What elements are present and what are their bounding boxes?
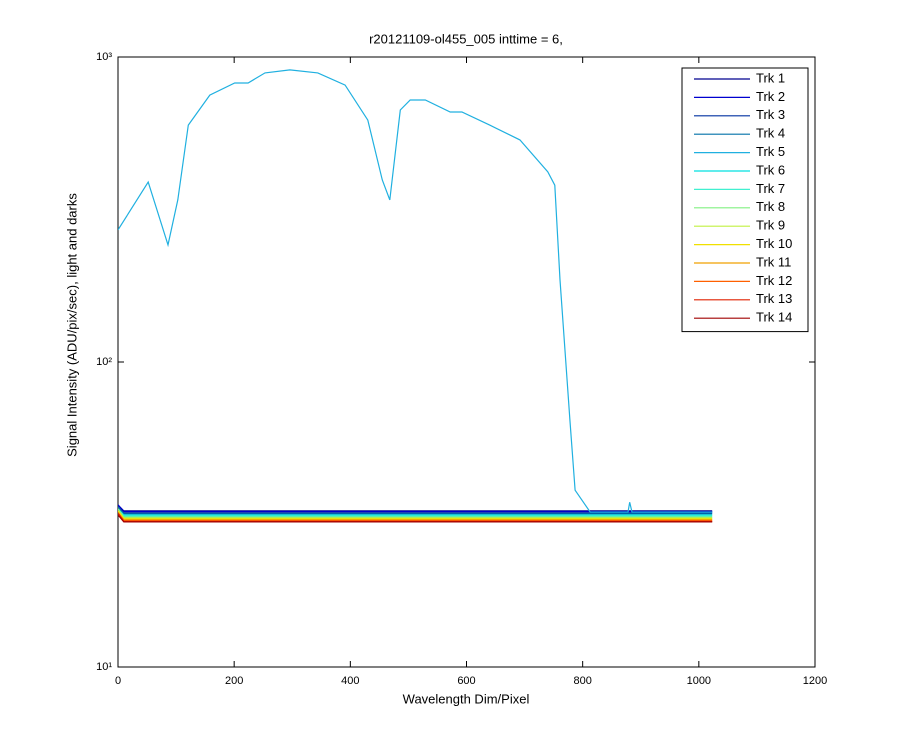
legend-label: Trk 5 — [756, 144, 785, 159]
x-tick-label: 1200 — [803, 675, 827, 687]
x-tick-label: 600 — [457, 675, 475, 687]
legend-label: Trk 11 — [756, 254, 791, 269]
y-tick-label: 10¹ — [96, 661, 112, 673]
series-line — [118, 514, 713, 523]
x-tick-label: 400 — [341, 675, 359, 687]
legend-box — [681, 67, 809, 333]
legend-label: Trk 3 — [756, 107, 785, 122]
series-line — [118, 504, 713, 513]
x-axis-label: Wavelength Dim/Pixel — [403, 691, 530, 706]
legend-label: Trk 10 — [756, 236, 792, 251]
chart-title: r20121109-ol455_005 inttime = 6, — [369, 31, 563, 46]
x-tick-label: 0 — [115, 675, 121, 687]
x-tick-label: 200 — [225, 675, 243, 687]
lines — [118, 69, 713, 523]
legend-label: Trk 14 — [756, 310, 792, 325]
legend-label: Trk 1 — [756, 70, 785, 85]
series-line — [118, 506, 713, 515]
legend-label: Trk 13 — [756, 291, 792, 306]
legend-label: Trk 2 — [756, 89, 785, 104]
series-line — [118, 69, 713, 513]
legend-label: Trk 6 — [756, 162, 785, 177]
legend-label: Trk 8 — [756, 199, 785, 214]
y-tick-label: 10³ — [96, 51, 112, 63]
legend-label: Trk 12 — [756, 273, 792, 288]
x-tick-label: 800 — [573, 675, 591, 687]
legend-label: Trk 9 — [756, 218, 785, 233]
legend-label: Trk 4 — [756, 126, 785, 141]
x-tick-label: 1000 — [687, 675, 711, 687]
y-tick-label: 10² — [96, 356, 112, 368]
legend-label: Trk 7 — [756, 181, 785, 196]
y-axis-label: Signal Intensity (ADU/pix/sec), light an… — [64, 193, 79, 457]
